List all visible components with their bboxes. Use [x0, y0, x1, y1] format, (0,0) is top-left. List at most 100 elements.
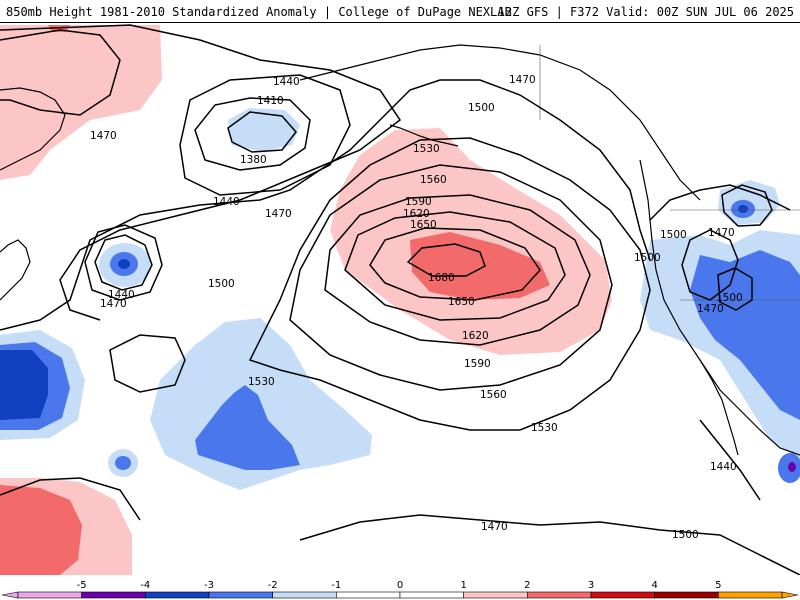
- map-panel: 1440 1410 1380 1470 1470 1440 1470 1500 …: [0, 23, 800, 575]
- colorbar-segment: [590, 591, 655, 599]
- contour-1620: [344, 211, 566, 321]
- coastline-aleutians: [389, 124, 459, 147]
- contour-label: 1590: [405, 196, 432, 208]
- contour-label: 1500: [660, 229, 687, 241]
- colorbar-label: 4: [651, 580, 657, 591]
- valid-time: 12Z GFS | F372 Valid: 00Z SUN JUL 06 202…: [497, 5, 794, 19]
- colorbar-label: 0: [397, 580, 403, 591]
- contour-label: 1650: [410, 219, 437, 231]
- anomaly-region-neg2-small: [115, 456, 131, 470]
- contour-label: 1440: [213, 196, 240, 208]
- contour-1470-east: [681, 229, 739, 301]
- colorbar-label: 5: [715, 580, 721, 591]
- colorbar-segment: [399, 591, 464, 599]
- contour-label: 1470: [708, 227, 735, 239]
- contour-label: 1620: [462, 330, 489, 342]
- contour-1500-main: [0, 79, 651, 331]
- anomaly-region-neg4-se: [788, 462, 796, 472]
- anomaly-map: 1440 1410 1380 1470 1470 1440 1470 1500 …: [0, 24, 800, 575]
- colorbar-label: 2: [524, 580, 530, 591]
- anomaly-region-pos1-nw: [0, 25, 162, 180]
- anomaly-region-neg3-west: [0, 350, 48, 420]
- contour-1530: [248, 137, 651, 431]
- contour-1440-east: [717, 267, 753, 311]
- contour-1470-kamchatka: [84, 224, 163, 301]
- negative-anomaly-shading: [0, 108, 800, 490]
- contour-label: 1620: [403, 208, 430, 220]
- contour-label: 1410: [257, 95, 284, 107]
- contour-1650: [369, 227, 541, 301]
- contour-label: 1470: [509, 74, 536, 86]
- contour-1440-aleutian: [179, 74, 351, 196]
- colorbar-segment: [272, 591, 337, 599]
- contour-label: 1500: [208, 278, 235, 290]
- contour-1440-kamchatka: [94, 234, 153, 291]
- colorbar-labels: -5 -4 -3 -2 -1 0 1 2 3 4 5: [77, 580, 722, 591]
- contour-label: 1470: [481, 521, 508, 533]
- anomaly-region-neg3-kamchatka: [118, 259, 130, 269]
- contour-1500-south: [299, 514, 800, 575]
- anomaly-region-neg1-aleutian: [228, 108, 300, 152]
- colorbar-label: -4: [140, 580, 150, 591]
- contour-label: 1470: [90, 130, 117, 142]
- contour-label: 1500: [468, 102, 495, 114]
- contour-1380: [227, 111, 297, 153]
- contour-label: 1530: [413, 143, 440, 155]
- contour-label: 1470: [265, 208, 292, 220]
- contour-1440-ne: [721, 184, 773, 227]
- colorbar-segment: [654, 591, 719, 599]
- contour-1440-north: [0, 29, 121, 116]
- colorbar-segment: [208, 591, 273, 599]
- contour-1500-small: [109, 334, 186, 393]
- contour-label: 1530: [531, 422, 558, 434]
- contour-label: 1500: [716, 292, 743, 304]
- contour-1500-east: [699, 419, 761, 501]
- height-contours: [0, 24, 800, 575]
- contour-label: 1680: [428, 272, 455, 284]
- contour-label: 1590: [464, 358, 491, 370]
- anomaly-region-pos2-sw: [0, 485, 82, 575]
- contour-1680: [406, 243, 486, 277]
- contour-label: 1470: [100, 298, 127, 310]
- contour-label: 1500: [634, 252, 661, 264]
- contour-label: 1560: [480, 389, 507, 401]
- contour-1590: [324, 194, 591, 346]
- anomaly-region-neg3-ne: [738, 205, 748, 213]
- coastline-baja: [699, 359, 739, 456]
- colorbar-segment: [81, 591, 146, 599]
- contour-1560: [289, 164, 613, 391]
- colorbar-label: 3: [588, 580, 594, 591]
- contour-1500-southwest: [0, 477, 141, 521]
- contour-labels: 1440 1410 1380 1470 1470 1440 1470 1500 …: [90, 74, 743, 541]
- title-bar: 850mb Height 1981-2010 Standardized Anom…: [0, 0, 800, 23]
- colorbar-segments: [1, 591, 799, 599]
- contour-label: 1530: [248, 376, 275, 388]
- coastline-west-na: [639, 159, 800, 456]
- colorbar-segment: [17, 591, 82, 599]
- contour-label: 1560: [420, 174, 447, 186]
- colorbar-label: -1: [331, 580, 341, 591]
- anomaly-region-pos2-central: [410, 232, 550, 300]
- colorbar-segment: [336, 591, 401, 599]
- contour-1410: [194, 97, 311, 171]
- colorbar-label: -5: [77, 580, 87, 591]
- coastlines: [0, 44, 800, 456]
- colorbar-arrow-right: [781, 591, 799, 599]
- colorbar-label: -3: [204, 580, 214, 591]
- anomaly-region-neg2-central: [195, 385, 300, 470]
- colorbar-segment: [463, 591, 528, 599]
- contour-label: 1440: [108, 289, 135, 301]
- positive-anomaly-shading: [0, 25, 612, 575]
- coastline-japan: [0, 239, 31, 301]
- coastline-asia: [0, 87, 66, 171]
- colorbar-label: -2: [268, 580, 278, 591]
- colorbar-segment: [145, 591, 210, 599]
- contour-label: 1500: [672, 529, 699, 541]
- contour-label: 1440: [710, 461, 737, 473]
- colorbar-segment: [718, 591, 783, 599]
- anomaly-region-neg2-east: [690, 250, 800, 420]
- contour-label: 1650: [448, 296, 475, 308]
- contour-1500-ne: [649, 184, 791, 221]
- contour-label: 1380: [240, 154, 267, 166]
- contour-label: 1440: [273, 76, 300, 88]
